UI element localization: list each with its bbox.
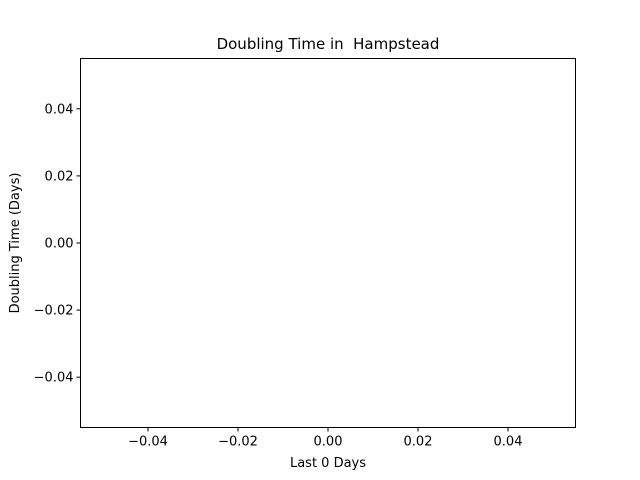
x-tick-label: −0.02 bbox=[218, 435, 258, 450]
x-axis-label: Last 0 Days bbox=[290, 456, 366, 471]
y-tick-label: −0.04 bbox=[34, 371, 74, 386]
x-axis-ticks: −0.04 −0.02 0.00 0.02 0.04 bbox=[128, 427, 523, 450]
x-tick-label: 0.02 bbox=[404, 435, 433, 450]
y-tick-label: −0.02 bbox=[34, 304, 74, 319]
axes-frame bbox=[80, 58, 576, 428]
chart-title: Doubling Time in Hampstead bbox=[217, 35, 440, 53]
x-tick-label: 0.04 bbox=[494, 435, 523, 450]
y-tick-label: 0.02 bbox=[45, 169, 74, 184]
plot-area bbox=[80, 58, 576, 428]
y-tick-label: 0.00 bbox=[45, 237, 74, 252]
x-tick-label: −0.04 bbox=[128, 435, 168, 450]
y-axis-label: Doubling Time (Days) bbox=[8, 173, 23, 314]
y-axis-ticks: −0.04 −0.02 0.00 0.02 0.04 bbox=[34, 102, 81, 386]
x-tick-label: 0.00 bbox=[314, 435, 343, 450]
y-tick-label: 0.04 bbox=[45, 102, 74, 117]
